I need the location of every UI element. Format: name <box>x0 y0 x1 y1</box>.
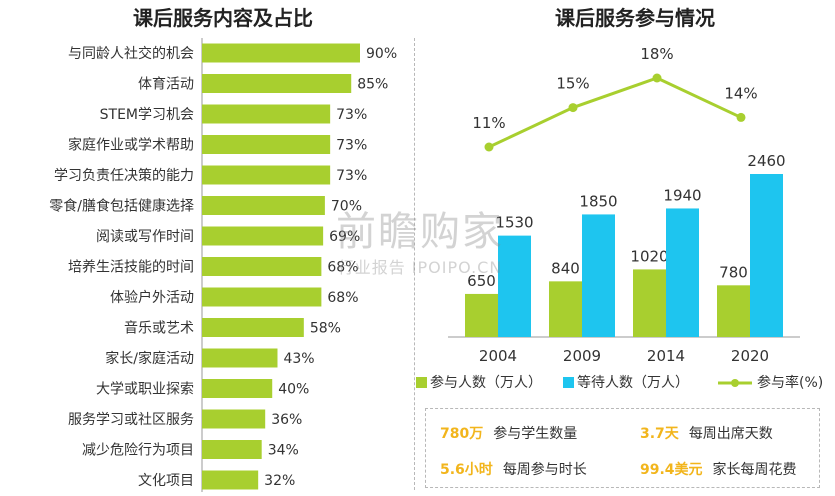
category-label-1: 体育活动 <box>138 77 194 93</box>
stat-label: 每周出席天数 <box>688 426 773 442</box>
legend-swatch-participants <box>416 377 427 388</box>
rate-point-0 <box>484 142 494 152</box>
bar-value-label-participants-0: 650 <box>467 272 496 290</box>
bar-waiting-2 <box>666 208 699 337</box>
bar-9 <box>202 318 304 337</box>
bar-3 <box>202 135 331 154</box>
bar-participants-3 <box>717 285 750 337</box>
stat-label: 每周参与时长 <box>502 462 587 478</box>
value-label-8: 68% <box>327 290 358 306</box>
bar-4 <box>202 165 331 185</box>
value-label-0: 90% <box>366 46 397 62</box>
category-label-9: 音乐或艺术 <box>124 320 194 337</box>
right-chart-title: 课后服务参与情况 <box>555 6 715 30</box>
bar-waiting-0 <box>498 235 531 337</box>
legend-marker-rate <box>731 379 739 387</box>
x-tick-label-0: 2004 <box>479 347 517 365</box>
bar-13 <box>202 440 262 459</box>
category-label-12: 服务学习或社区服务 <box>68 412 194 428</box>
value-label-14: 32% <box>264 473 295 489</box>
bar-value-label-participants-1: 840 <box>551 259 580 277</box>
bar-0 <box>202 43 360 63</box>
bar-value-label-participants-3: 780 <box>719 263 748 281</box>
value-label-7: 68% <box>327 260 358 276</box>
bar-value-label-waiting-2: 1940 <box>663 186 701 204</box>
value-label-12: 36% <box>271 412 302 428</box>
category-label-11: 大学或职业探索 <box>96 381 194 398</box>
bar-value-label-waiting-0: 1530 <box>495 214 533 232</box>
bar-5 <box>202 196 325 215</box>
category-label-5: 零食/膳食包括健康选择 <box>49 198 194 215</box>
bar-participants-1 <box>549 281 582 337</box>
stat-student-count: 780万 参与学生数量 <box>440 423 577 443</box>
bar-11 <box>202 379 273 398</box>
stat-attendance-days: 3.7天 每周出席天数 <box>640 423 773 443</box>
legend-label-waiting: 等待人数（万人） <box>577 374 689 391</box>
rate-label-1: 15% <box>556 75 589 93</box>
value-label-2: 73% <box>336 107 367 123</box>
bar-8 <box>202 287 322 307</box>
category-label-13: 减少危险行为项目 <box>82 443 194 459</box>
category-label-2: STEM学习机会 <box>100 107 194 123</box>
bar-participants-2 <box>633 269 666 337</box>
rate-point-3 <box>736 112 746 122</box>
stat-weekly-spending: 99.4美元 家长每周花费 <box>640 459 797 479</box>
value-label-10: 43% <box>283 351 314 367</box>
bar-waiting-1 <box>582 214 615 337</box>
bar-10 <box>202 348 278 368</box>
left-chart-title: 课后服务内容及占比 <box>133 6 313 30</box>
bar-14 <box>202 470 259 490</box>
category-label-14: 文化项目 <box>138 473 194 489</box>
bar-waiting-3 <box>750 174 783 337</box>
bar-6 <box>202 226 324 246</box>
value-label-11: 40% <box>278 382 309 398</box>
value-label-9: 58% <box>310 321 341 337</box>
x-tick-label-3: 2020 <box>731 347 769 365</box>
bar-value-label-participants-2: 1020 <box>630 247 668 265</box>
bar-2 <box>202 104 331 124</box>
category-label-7: 培养生活技能的时间 <box>68 260 194 276</box>
rate-point-2 <box>652 73 662 83</box>
category-label-10: 家长/家庭活动 <box>105 350 194 367</box>
bar-participants-0 <box>465 293 498 337</box>
stat-value: 5.6小时 <box>440 462 493 478</box>
stat-value: 780万 <box>440 426 484 442</box>
bar-value-label-waiting-1: 1850 <box>579 192 617 210</box>
category-label-8: 体验户外活动 <box>110 289 194 306</box>
x-tick-label-1: 2009 <box>563 347 601 365</box>
stat-value: 3.7天 <box>640 426 679 442</box>
legend-label-rate: 参与率(%) <box>757 374 823 391</box>
bar-7 <box>202 257 322 276</box>
legend-swatch-waiting <box>563 377 574 388</box>
panel-divider <box>414 38 415 490</box>
rate-label-3: 14% <box>724 84 757 102</box>
value-label-6: 69% <box>329 229 360 245</box>
bar-value-label-waiting-3: 2460 <box>747 152 785 170</box>
bar-12 <box>202 409 266 429</box>
stat-label: 参与学生数量 <box>493 426 578 442</box>
stat-value: 99.4美元 <box>640 462 703 478</box>
category-label-4: 学习负责任决策的能力 <box>54 167 194 184</box>
legend-label-participants: 参与人数（万人） <box>430 374 542 391</box>
value-label-3: 73% <box>336 138 367 154</box>
category-label-3: 家庭作业或学术帮助 <box>68 137 194 154</box>
stat-weekly-hours: 5.6小时 每周参与时长 <box>440 459 587 479</box>
rate-label-0: 11% <box>472 114 505 132</box>
rate-point-1 <box>568 103 578 113</box>
bar-1 <box>202 74 352 93</box>
value-label-1: 85% <box>357 77 388 93</box>
stat-label: 家长每周花费 <box>712 462 797 478</box>
participation-rate-line <box>488 76 742 149</box>
value-label-4: 73% <box>336 168 367 184</box>
rate-label-2: 18% <box>640 45 673 63</box>
category-label-6: 阅读或写作时间 <box>96 228 194 245</box>
x-tick-label-2: 2014 <box>647 347 685 365</box>
value-label-5: 70% <box>331 199 362 215</box>
value-label-13: 34% <box>268 443 299 459</box>
category-label-0: 与同龄人社交的机会 <box>68 45 194 62</box>
stats-box: 780万 参与学生数量 3.7天 每周出席天数 5.6小时 每周参与时长 99.4美元… <box>425 408 820 488</box>
